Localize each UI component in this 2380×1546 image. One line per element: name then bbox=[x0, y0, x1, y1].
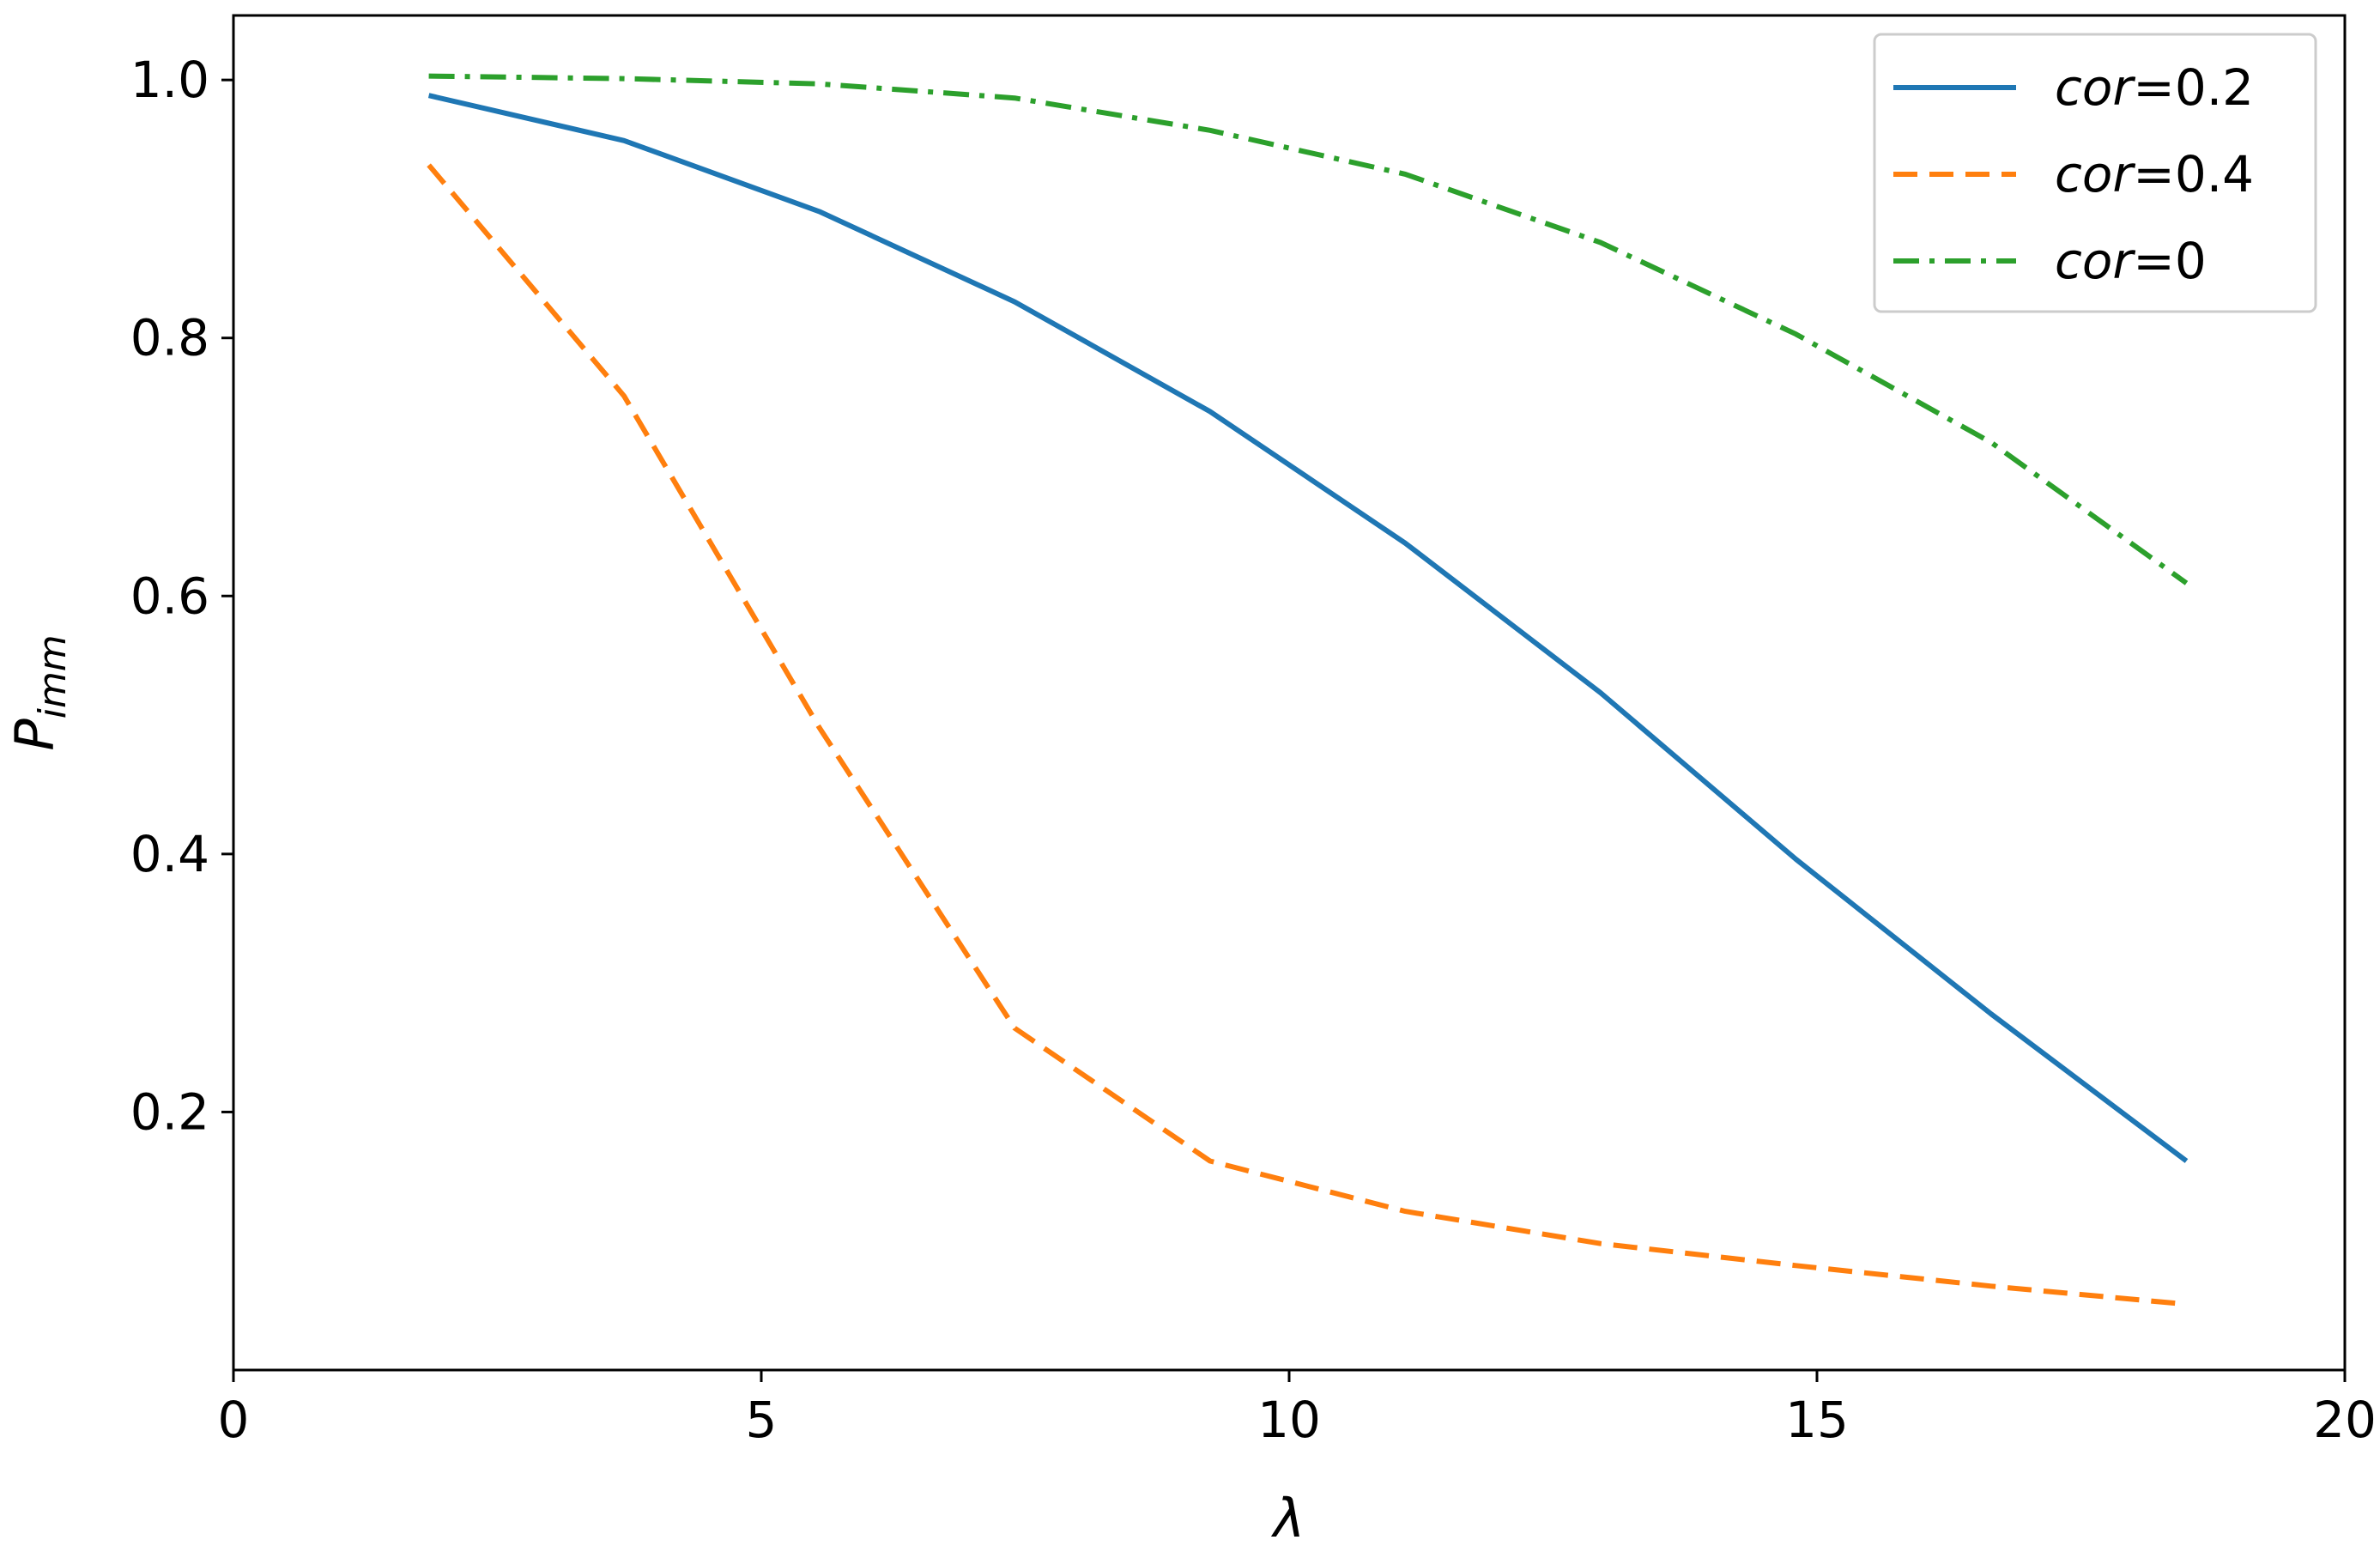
y-axis: 0.2 0.4 0.6 0.8 1.0 bbox=[130, 51, 233, 1141]
x-tick-label: 10 bbox=[1257, 1391, 1321, 1449]
x-tick-label: 20 bbox=[2313, 1391, 2377, 1449]
x-tick-label: 0 bbox=[218, 1391, 250, 1449]
x-tick-label: 15 bbox=[1785, 1391, 1849, 1449]
y-tick-label: 0.2 bbox=[130, 1082, 209, 1141]
x-axis-label: λ bbox=[1271, 1487, 1305, 1546]
legend-box bbox=[1873, 33, 2317, 313]
x-tick-label: 5 bbox=[746, 1391, 778, 1449]
y-tick-label: 0.4 bbox=[130, 825, 209, 883]
y-axis-label: Pimm bbox=[3, 634, 75, 750]
series-lines bbox=[427, 73, 2189, 1307]
y-tick-label: 0.8 bbox=[130, 309, 209, 367]
series-line-2 bbox=[428, 73, 2189, 585]
legend: cor=0.2 cor=0.4 cor=0 bbox=[1873, 33, 2317, 313]
legend-label-0: cor=0.2 bbox=[2055, 58, 2254, 117]
y-axis-label-sub: imm bbox=[31, 634, 75, 718]
y-tick-label: 0.6 bbox=[130, 567, 209, 625]
series-line-1 bbox=[427, 163, 2187, 1307]
y-axis-label-base: P bbox=[3, 718, 66, 751]
legend-label-2: cor=0 bbox=[2055, 232, 2207, 290]
legend-label-1: cor=0.4 bbox=[2055, 145, 2254, 203]
x-axis: 0 5 10 15 20 bbox=[218, 1370, 2377, 1449]
y-tick-label: 1.0 bbox=[130, 51, 209, 109]
series-line-0 bbox=[427, 93, 2189, 1163]
